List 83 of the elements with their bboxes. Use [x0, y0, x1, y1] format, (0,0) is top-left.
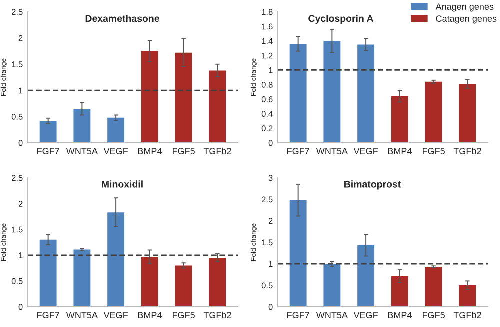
x-tick-label: WNT5A — [66, 312, 98, 318]
bar — [175, 266, 192, 307]
x-tick-label: WNT5A — [66, 148, 98, 154]
bar — [391, 96, 408, 143]
y-tick-label: 0 — [268, 140, 273, 146]
x-tick-label: FGF7 — [288, 148, 310, 154]
x-tick-label: BMP4 — [388, 312, 412, 318]
bar — [40, 120, 57, 143]
bar — [358, 44, 375, 143]
x-tick-label: FGF7 — [288, 312, 310, 318]
bar — [391, 276, 408, 307]
x-tick-label: FGF5 — [423, 148, 445, 154]
x-tick-label: FGF5 — [173, 148, 195, 154]
y-tick-label: 1 — [269, 68, 273, 74]
bar — [74, 108, 91, 143]
y-tick-label: 1.2 — [262, 52, 273, 59]
y-tick-label: 2.5 — [262, 196, 273, 203]
y-tick-label: 1.6 — [262, 24, 273, 30]
y-tick-label: 1.4 — [262, 38, 273, 44]
y-tick-label: 1.8 — [262, 9, 273, 16]
bar — [141, 51, 158, 143]
x-tick-label: VEGF — [354, 312, 378, 318]
y-tick-label: 0.5 — [12, 278, 23, 284]
y-tick-label: 2.5 — [12, 9, 23, 16]
bar — [425, 82, 442, 143]
x-tick-label: BMP4 — [388, 148, 412, 154]
bar — [358, 246, 375, 307]
bar — [74, 250, 91, 307]
y-tick-label: 2.5 — [12, 175, 23, 182]
bar — [324, 264, 341, 307]
x-tick-label: VEGF — [104, 312, 128, 318]
y-tick-label: 0.5 — [262, 282, 273, 289]
chart-title: Dexamethasone — [86, 14, 160, 22]
x-tick-label: WNT5A — [316, 148, 348, 154]
bar — [108, 118, 125, 143]
legend-label: Anagen genes — [436, 4, 494, 12]
bar — [108, 212, 125, 307]
y-tick-label: 0.4 — [262, 111, 273, 117]
y-tick-label: 1.5 — [12, 62, 23, 68]
x-tick-label: FGF5 — [173, 312, 195, 318]
bar — [175, 52, 192, 143]
bar — [209, 70, 226, 143]
y-tick-label: 0.8 — [262, 82, 273, 88]
x-tick-label: VEGF — [104, 148, 128, 154]
y-tick-label: 0 — [268, 304, 273, 310]
bar — [459, 84, 476, 143]
chart-title: Bimatoprost — [344, 180, 402, 190]
y-tick-label: 1 — [19, 252, 23, 258]
x-tick-label: VEGF — [354, 148, 378, 154]
y-tick-label: 2 — [18, 201, 23, 207]
chart-title: Minoxidil — [102, 180, 143, 188]
bar — [141, 256, 158, 307]
y-tick-label: 1 — [19, 88, 23, 94]
bar — [324, 41, 341, 143]
y-tick-label: 3 — [268, 175, 273, 182]
y-tick-label: 0 — [18, 304, 23, 310]
bar — [425, 267, 442, 307]
y-tick-label: 1.5 — [12, 226, 23, 233]
x-tick-label: FGF7 — [38, 312, 60, 318]
x-tick-label: TGFb2 — [204, 148, 232, 154]
x-tick-label: FGF7 — [38, 148, 60, 154]
y-tick-label: 0.6 — [262, 96, 273, 102]
x-tick-label: WNT5A — [316, 312, 348, 318]
x-tick-label: FGF5 — [423, 312, 445, 318]
bar — [209, 258, 226, 307]
bar — [290, 44, 307, 143]
bar — [290, 200, 307, 307]
x-tick-label: TGFb2 — [454, 148, 482, 154]
y-tick-label: 0.5 — [12, 114, 23, 120]
y-tick-label: 1 — [269, 261, 273, 268]
y-tick-label: 1.5 — [262, 240, 273, 246]
legend-label: Catagen genes — [436, 16, 497, 24]
y-tick-label: 0.2 — [262, 126, 273, 132]
chart-title: Cyclosporin A — [308, 14, 374, 24]
x-tick-label: BMP4 — [138, 312, 162, 318]
x-tick-label: TGFb2 — [454, 312, 482, 318]
x-tick-label: TGFb2 — [204, 312, 232, 318]
bar — [459, 286, 476, 307]
x-tick-label: BMP4 — [138, 148, 162, 154]
bar — [40, 240, 57, 307]
y-tick-label: 2 — [18, 35, 23, 42]
y-tick-label: 2 — [268, 218, 273, 224]
y-tick-label: 0 — [18, 140, 23, 146]
